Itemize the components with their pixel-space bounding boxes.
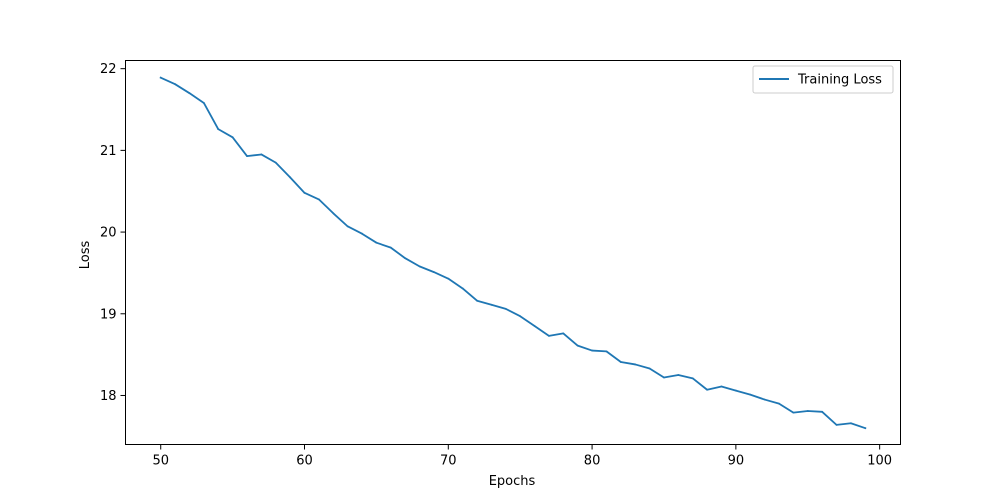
data-point (447, 277, 450, 280)
data-point (778, 402, 780, 405)
data-point (188, 92, 191, 95)
x-tick-label: 90 (728, 454, 745, 469)
data-point (174, 83, 177, 86)
data-point (849, 422, 852, 425)
data-point (806, 410, 809, 412)
series-line-training-loss (159, 76, 867, 430)
data-point (389, 246, 392, 249)
data-point (289, 176, 292, 179)
data-point (734, 389, 737, 392)
plot-area (159, 76, 867, 430)
data-point (677, 374, 680, 376)
legend-box (752, 65, 894, 94)
data-point (562, 332, 565, 335)
data-point (418, 265, 421, 268)
data-point (706, 388, 709, 391)
data-point (864, 427, 867, 430)
data-point (202, 102, 205, 104)
data-point (749, 393, 752, 396)
data-point (763, 398, 766, 401)
data-point (217, 128, 220, 131)
data-point (720, 385, 723, 388)
data-point (260, 153, 263, 156)
data-point (634, 363, 637, 366)
data-point (274, 161, 277, 164)
data-point (246, 155, 248, 157)
axis-ticks: 50 60 70 80 90 100 18 19 20 21 22 (100, 62, 892, 468)
data-point (548, 334, 550, 337)
y-tick-label: 19 (100, 307, 117, 322)
data-point (433, 271, 435, 274)
data-point (663, 376, 665, 379)
x-tick-label: 80 (584, 454, 601, 469)
data-point (375, 241, 378, 244)
x-tick-label: 70 (440, 454, 457, 469)
plot-frame (125, 60, 901, 445)
data-point (576, 344, 579, 347)
y-tick-label: 20 (100, 226, 117, 241)
y-axis-label: Loss (78, 241, 93, 270)
y-tick-label: 21 (100, 144, 117, 159)
data-point (404, 257, 407, 260)
data-point (476, 299, 478, 302)
legend: Training Loss (752, 65, 894, 94)
data-point (533, 325, 536, 327)
x-axis-label: Epochs (489, 474, 536, 489)
x-tick-label: 100 (867, 454, 892, 469)
y-tick-label: 22 (100, 62, 117, 77)
data-point (303, 191, 306, 194)
data-point (346, 225, 349, 228)
data-point (619, 361, 622, 363)
legend-label-training-loss: Training Loss (797, 73, 882, 88)
data-point (231, 136, 234, 139)
data-point (317, 198, 320, 201)
data-point (361, 232, 363, 235)
data-point (504, 307, 507, 310)
data-point (691, 377, 694, 380)
data-point (332, 212, 335, 215)
data-point (490, 303, 493, 306)
x-tick-label: 60 (296, 454, 313, 469)
data-point (591, 349, 593, 352)
data-point (461, 287, 464, 290)
y-tick-label: 18 (100, 389, 117, 404)
data-point (159, 76, 162, 79)
x-tick-label: 50 (152, 454, 169, 469)
data-point (792, 411, 795, 414)
data-point (821, 410, 824, 413)
data-point (835, 423, 838, 426)
data-point (605, 350, 608, 353)
data-point (648, 367, 651, 370)
data-point (519, 315, 522, 318)
